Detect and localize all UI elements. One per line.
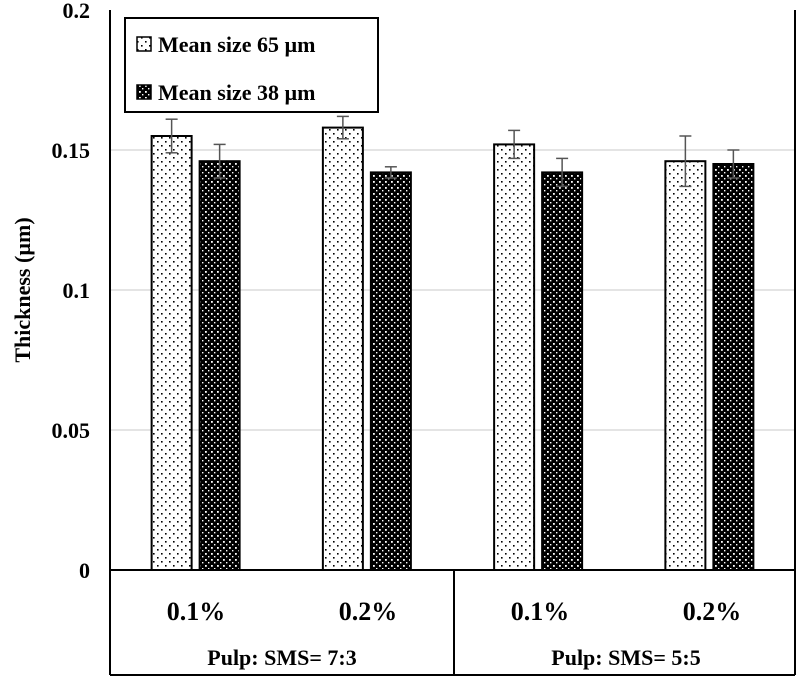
group-label: Pulp: SMS= 7:3 [207,645,356,670]
bar [198,160,241,571]
legend-box [124,17,379,113]
y-axis-label: Thickness (µm) [10,217,35,362]
group-label: Pulp: SMS= 5:5 [551,645,700,670]
bar [664,160,707,571]
legend: Mean size 65 µm Mean size 38 µm [124,17,379,113]
bar [369,171,412,571]
y-tick-label: 0.15 [52,138,91,163]
bar [493,143,536,571]
y-tick-label: 0 [79,558,90,583]
y-tick-label: 0.05 [52,418,91,443]
bar [150,135,193,571]
category-label: 0.2% [339,597,398,626]
y-tick-label: 0.1 [63,278,91,303]
category-label: 0.1% [167,597,226,626]
y-tick-label: 0.2 [63,0,91,23]
bar [321,126,364,571]
y-tick-labels: 0 0.05 0.1 0.15 0.2 [52,0,91,583]
legend-label-65: Mean size 65 µm [158,32,315,57]
legend-swatch-65 [136,36,152,52]
legend-swatch-38 [136,84,152,100]
category-label: 0.1% [511,597,570,626]
group-labels: Pulp: SMS= 7:3 Pulp: SMS= 5:5 [207,645,700,670]
category-labels: 0.1% 0.2% 0.1% 0.2% [167,597,742,626]
legend-label-38: Mean size 38 µm [158,80,315,105]
axes [109,10,796,676]
category-label: 0.2% [683,597,742,626]
bar [541,171,584,571]
error-bars [165,115,740,188]
bar [712,163,755,571]
bars [150,126,755,571]
